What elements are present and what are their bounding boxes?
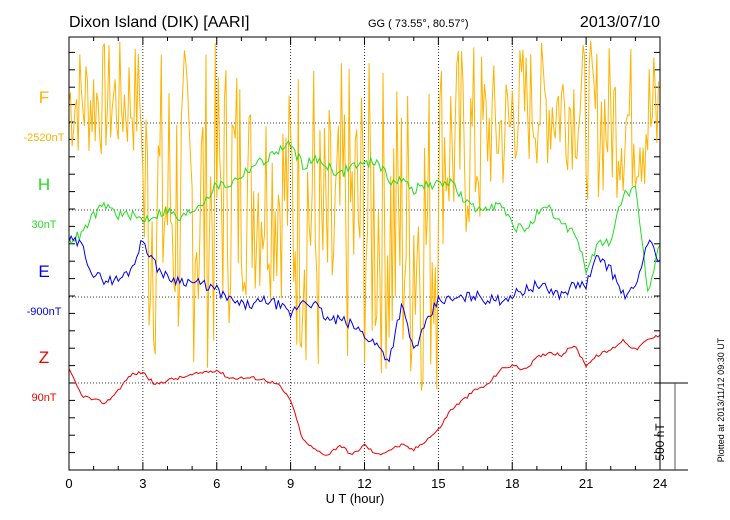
trace-Z [68,334,661,456]
trace-label-Z: Z [39,348,49,367]
trace-baseline-F: -2520nT [24,132,65,144]
x-tick-label: 21 [579,476,593,491]
x-tick-label: 24 [653,476,667,491]
x-tick-label: 12 [357,476,371,491]
station-title: Dixon Island (DIK) [AARI] [69,14,250,31]
trace-H [68,139,661,293]
plot-frame [68,36,661,471]
x-axis-label: U T (hour) [326,491,385,506]
x-tick-label: 0 [65,476,72,491]
trace-E [68,234,661,363]
trace-label-F: F [39,88,49,107]
trace-label-E: E [38,262,49,281]
trace-baseline-E: -900nT [27,306,62,318]
x-tick-label: 9 [287,476,294,491]
trace-baseline-Z: 90nT [31,392,56,404]
trace-label-H: H [38,175,50,194]
trace-baseline-H: 30nT [31,219,56,231]
geo-coords: GG ( 73.55°, 80.57°) [368,18,469,30]
x-tick-label: 6 [213,476,220,491]
x-tick-label: 18 [505,476,519,491]
x-tick-label: 15 [431,476,445,491]
plotted-timestamp: Plotted at 2013/11/12 09:30 UT [716,337,726,462]
trace-F [68,40,659,391]
x-tick-label: 3 [139,476,146,491]
date-label: 2013/07/10 [580,14,660,31]
